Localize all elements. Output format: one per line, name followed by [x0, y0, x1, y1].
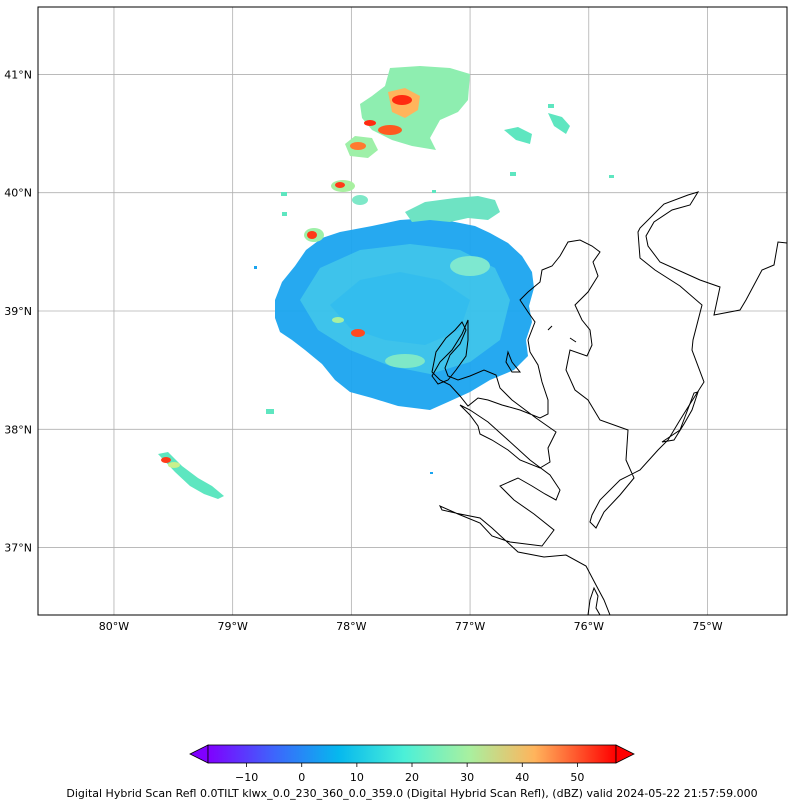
radar-echo-blob	[385, 354, 425, 368]
radar-echo-speck	[266, 409, 274, 414]
colorbar: −10 0 10 20 30 40 50	[189, 744, 635, 784]
radar-echo-ne	[504, 127, 532, 144]
colorbar-extend-high	[615, 744, 635, 764]
colorbar-ticks: −10 0 10 20 30 40 50	[235, 763, 584, 784]
radar-echo-speck	[609, 175, 614, 178]
lat-tick-label: 38°N	[4, 423, 32, 436]
radar-echo-sw-core	[161, 457, 171, 463]
radar-echo-blob	[450, 256, 490, 276]
radar-echo-sw-core	[168, 462, 180, 468]
radar-echo-speck	[281, 192, 287, 196]
coastline-eastern-shore	[431, 191, 787, 615]
lat-tick-label: 39°N	[4, 305, 32, 318]
coastline-creek	[587, 586, 601, 615]
radar-echo-speck	[510, 172, 516, 176]
coastlines	[431, 191, 787, 615]
lat-tick-label: 40°N	[4, 187, 32, 200]
colorbar-tick-label: −10	[235, 771, 258, 784]
radar-echo-blob	[332, 317, 344, 323]
radar-echo-cell	[307, 231, 317, 239]
colorbar-gradient	[207, 744, 617, 764]
latitude-labels: 41°N 40°N 39°N 38°N 37°N	[4, 68, 32, 554]
coastline-potomac	[431, 319, 469, 385]
colorbar-tick-label: 50	[570, 771, 584, 784]
radar-echo-core	[364, 120, 376, 126]
colorbar-extend-low	[189, 744, 209, 764]
radar-echo-core	[392, 95, 412, 105]
colorbar-tick-label: 40	[515, 771, 529, 784]
lon-tick-label: 80°W	[99, 620, 129, 633]
radar-echo-speck	[430, 472, 433, 474]
radar-echo-cell	[335, 182, 345, 188]
radar-echo-core	[350, 142, 366, 150]
radar-echo-blob	[351, 329, 365, 337]
longitude-labels: 80°W 79°W 78°W 77°W 76°W 75°W	[99, 620, 723, 633]
lat-tick-label: 41°N	[4, 68, 32, 81]
map-axes	[37, 6, 788, 616]
lat-tick-label: 37°N	[4, 542, 32, 555]
radar-echo-speck	[254, 266, 257, 269]
colorbar-tick-label: 10	[350, 771, 364, 784]
colorbar-tick-label: 20	[405, 771, 419, 784]
radar-echo-speck	[548, 104, 554, 108]
radar-echo-texture-2	[330, 272, 470, 345]
radar-echoes	[158, 66, 614, 499]
figure-caption: Digital Hybrid Scan Refl 0.0TILT klwx_0.…	[66, 787, 757, 800]
radar-echo-core	[378, 125, 402, 135]
coastline-river	[505, 350, 522, 373]
colorbar-tick-label: 0	[298, 771, 305, 784]
radar-echo-cell	[352, 195, 368, 205]
lon-tick-label: 77°W	[455, 620, 485, 633]
radar-echo-speck	[432, 190, 436, 193]
radar-echo-speck	[282, 212, 287, 216]
radar-echo-ne	[548, 113, 570, 134]
coastline-river	[547, 325, 699, 443]
radar-echo-north-band	[405, 196, 500, 222]
lon-tick-label: 76°W	[574, 620, 604, 633]
lon-tick-label: 75°W	[692, 620, 722, 633]
lon-tick-label: 78°W	[336, 620, 366, 633]
lon-tick-label: 79°W	[217, 620, 247, 633]
map-frame	[37, 6, 788, 616]
colorbar-tick-label: 30	[460, 771, 474, 784]
